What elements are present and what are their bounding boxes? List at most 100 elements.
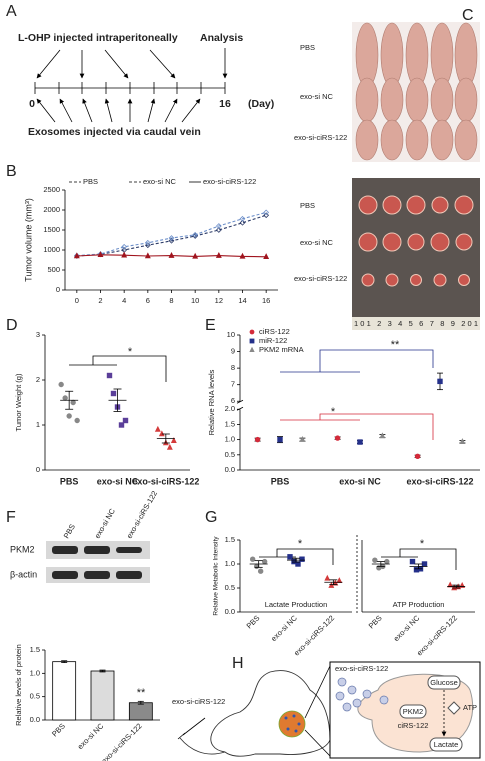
y-tick-label: 2.0 [225,404,235,413]
bracket [319,349,434,372]
node-label: Glucose [430,678,458,687]
point [73,252,80,259]
legend-swatch [249,329,255,335]
point [263,212,270,219]
y-tick-label: 1500 [43,225,60,234]
y-tick-label: 0.5 [225,583,235,592]
point [277,436,283,443]
point [74,417,80,424]
y-tick-label: 8 [231,363,235,372]
y-tick-label: 2500 [43,185,60,194]
point [97,251,104,258]
x-tick-label: exo-si NC [392,613,422,643]
point [215,227,222,233]
legend-swatch [249,346,255,352]
subplot-title: Lactate Production [265,600,328,609]
point [121,243,128,250]
injection-label: exo-si-ciRS-122 [172,697,225,706]
point [122,417,129,424]
ruler-label: 101 2 3 4 5 6 7 8 9 201 [354,319,478,328]
ruler [352,317,480,330]
point [192,231,199,238]
point [261,558,268,565]
point [170,437,177,443]
legend-label: PKM2 mRNA [259,345,304,354]
point [324,574,331,581]
node-label: Lactate [434,740,459,749]
y-axis-label: Tumor volume (mm³) [23,198,33,282]
point [254,436,261,443]
x-tick-label: 10 [191,296,199,305]
bracket [399,548,457,570]
y-tick-label: 6 [231,396,235,405]
blot-row-label: β-actin [10,569,37,579]
y-tick-label: 9 [231,347,235,356]
legend-label: miR-122 [259,336,287,345]
point [144,239,151,246]
point [118,422,125,428]
y-tick-label: 0.0 [225,607,235,616]
y-tick-label: 2000 [43,205,60,214]
significance: * [420,538,425,550]
x-tick-label: 0 [75,296,79,305]
blot-lane-label: exo-si-ciRS-122 [125,489,159,540]
x-tick-label: PBS [60,476,79,486]
x-tick-label: PBS [271,476,290,486]
y-tick-label: 7 [231,380,235,389]
western-blot [46,541,150,583]
x-tick-label: PBS [245,613,262,630]
timeline-ticks [34,82,226,94]
mouse-diagram [177,670,331,757]
point [154,425,161,432]
mice-group-label: exo-si-ciRS-122 [294,133,347,142]
panel-label: E [205,317,216,334]
y-axis-label: Tumor Weight (g) [14,373,23,431]
bracket [319,413,434,440]
point [384,558,390,565]
injection-arrows [36,48,228,123]
point [287,554,293,560]
legend-label: exo-si-ciRS-122 [203,177,256,186]
panel-label: A [6,3,17,20]
mice-photo [352,22,480,162]
atp-star [447,701,461,715]
point [110,390,117,397]
y-tick-label: 1.0 [30,668,40,677]
tumor-group-label: PBS [300,201,315,210]
point [62,395,68,401]
timeline-top-label: L-OHP injected intraperitoneally [18,32,178,44]
y-axis-label: Relative levels of protein [14,644,23,726]
tumor [278,710,306,738]
blot-lane-label: PBS [62,522,77,540]
point [144,242,151,249]
y-tick-label: 0 [56,285,60,294]
x-tick-label: exo-si-ciRS-122 [406,476,473,486]
x-tick-label: 6 [146,296,150,305]
tumor-group-label: exo-si-ciRS-122 [294,274,347,283]
bracket [276,548,334,565]
point [239,219,246,226]
x-tick-label: PBS [50,721,67,738]
significance: * [331,406,336,418]
panel-label: B [6,163,17,180]
point [414,453,421,460]
timeline-end-label: Analysis [200,32,243,44]
tumor-photo [352,178,480,330]
blot-lane-label: exo-si NC [93,506,118,540]
timeline-start: 0 [29,98,35,110]
point [263,209,270,216]
point [421,561,428,567]
timeline: L-OHP injected intraperitoneally Analysi… [18,32,274,138]
significance: * [298,538,303,550]
panel-label: D [6,317,18,334]
node-label: PKM2 [403,707,423,716]
bar [52,661,77,721]
node-box [399,704,427,719]
node-label: ciRS-122 [398,721,429,730]
y-tick-label: 500 [47,265,60,274]
point [158,430,165,437]
x-tick-label: 8 [169,296,173,305]
y-tick-label: 2 [36,375,40,384]
node-label: ATP [463,703,477,712]
x-tick-label: exo-si NC [97,476,139,486]
